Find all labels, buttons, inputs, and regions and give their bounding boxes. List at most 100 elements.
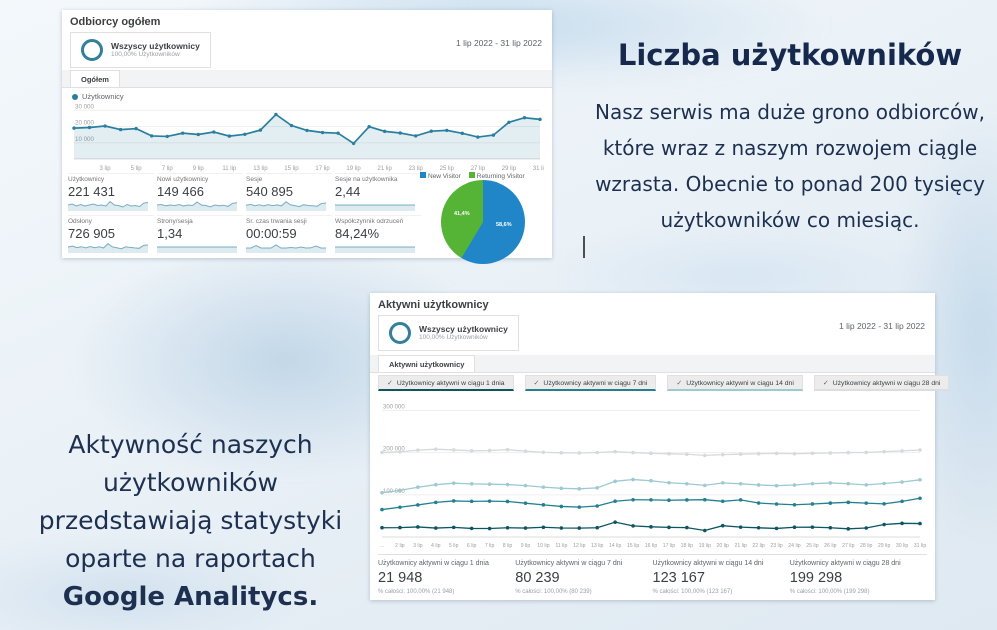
segment-ring-icon (389, 322, 411, 344)
svg-text:11 lip: 11 lip (222, 166, 237, 172)
segment-selector[interactable]: Wszyscy użytkownicy 100,00% Użytkowników (378, 315, 519, 351)
stat-card: Użytkownicy 221 431 (68, 173, 154, 215)
stat-card: Użytkownicy aktywni w ciągu 14 dni 123 1… (652, 560, 764, 595)
svg-text:20 000: 20 000 (75, 120, 94, 127)
sparkline (246, 201, 326, 211)
tab-aktywni-uzytkownicy[interactable]: Aktywni użytkownicy (378, 355, 476, 372)
svg-text:19 lip: 19 lip (346, 166, 361, 172)
activity-description-text: Aktywność naszych użytkowników przedstaw… (38, 430, 343, 612)
svg-text:300 000: 300 000 (383, 404, 405, 410)
svg-text:31 lip: 31 lip (533, 166, 544, 172)
date-range-picker[interactable]: 1 lip 2022 - 31 lip 2022 (838, 321, 925, 331)
audience-overview-panel: Odbiorcy ogółem Wszyscy użytkownicy 100,… (62, 10, 552, 264)
svg-text:10 lip: 10 lip (537, 543, 550, 549)
svg-text:11 lip: 11 lip (555, 543, 567, 549)
text-cursor-divider (583, 236, 585, 258)
svg-text:25 lip: 25 lip (440, 166, 455, 172)
svg-text:15 lip: 15 lip (284, 166, 299, 172)
svg-text:26 lip: 26 lip (824, 543, 837, 549)
svg-text:29 lip: 29 lip (502, 166, 517, 172)
checkbox-active-7-days[interactable]: ✓ Użytkownicy aktywni w ciągu 7 dni (524, 375, 657, 391)
svg-text:4 lip: 4 lip (431, 543, 441, 549)
checkbox-active-28-days[interactable]: ✓ Użytkownicy aktywni w ciągu 28 dni (813, 375, 950, 391)
svg-text:25 lip: 25 lip (806, 543, 819, 549)
stat-card: Użytkownicy aktywni w ciągu 28 dni 199 2… (789, 560, 901, 595)
svg-text:30 000: 30 000 (75, 103, 94, 110)
svg-text:19 lip: 19 lip (699, 543, 712, 549)
date-range-picker[interactable]: 1 lip 2022 - 31 lip 2022 (455, 38, 542, 48)
page-title: Liczba użytkowników (617, 38, 963, 72)
svg-text:21 lip: 21 lip (734, 543, 747, 549)
legend-swatch-new-visitor (420, 172, 426, 178)
svg-text:18 lip: 18 lip (681, 543, 694, 549)
segment-name: Wszyscy użytkownicy (419, 324, 508, 334)
tab-bar: Ogółem (62, 70, 552, 88)
stat-card: Sesje 540 895 (246, 173, 332, 215)
chart-legend: Użytkownicy (72, 92, 124, 101)
sparkline (68, 242, 148, 253)
pie-legend: New Visitor Returning Visitor (420, 172, 525, 180)
check-icon: ✓ (387, 380, 393, 387)
svg-text:100 000: 100 000 (383, 489, 405, 495)
svg-text:22 lip: 22 lip (752, 543, 765, 549)
svg-text:20 lip: 20 lip (717, 543, 730, 549)
active-users-panel: Aktywni użytkownicy Wszyscy użytkownicy … (370, 293, 950, 600)
sparkline (68, 200, 148, 211)
sparkline (335, 246, 415, 253)
pie-value-new-visitor: 58,6% (496, 222, 512, 228)
svg-text:28 lip: 28 lip (860, 543, 873, 549)
stat-card: Odsłony 726 905 (68, 215, 154, 257)
svg-text:5 lip: 5 lip (449, 543, 459, 549)
segment-detail: 100,00% Użytkowników (419, 334, 488, 341)
sparkline (335, 204, 415, 211)
svg-text:7 lip: 7 lip (162, 166, 174, 172)
active-users-line-chart: 100 000 200 000 300 000... 2 lip 3 lip 4 lip 5… (380, 404, 926, 549)
svg-text:...: ... (380, 543, 384, 549)
segment-selector[interactable]: Wszyscy użytkownicy 100,00% Użytkowników (70, 32, 211, 68)
svg-text:30 lip: 30 lip (896, 543, 909, 549)
tab-bar: Aktywni użytkownicy (370, 355, 935, 373)
active-stats-row: Użytkownicy aktywni w ciągu 1 dnia 21 94… (378, 554, 927, 595)
svg-text:13 lip: 13 lip (253, 166, 268, 172)
stat-card: Współczynnik odrzuceń 84,24% (335, 215, 421, 257)
stat-card: Nowi użytkownicy 149 466 (157, 173, 243, 215)
svg-text:8 lip: 8 lip (503, 543, 513, 549)
svg-text:12 lip: 12 lip (573, 543, 586, 549)
tab-ogolem[interactable]: Ogółem (70, 70, 120, 87)
stat-card: Użytkownicy aktywni w ciągu 7 dni 80 239… (515, 560, 623, 595)
svg-text:17 lip: 17 lip (315, 166, 330, 172)
svg-text:2 lip: 2 lip (395, 543, 405, 549)
svg-text:27 lip: 27 lip (842, 543, 855, 549)
svg-text:23 lip: 23 lip (770, 543, 783, 549)
sparkline (157, 201, 237, 211)
svg-text:9 lip: 9 lip (521, 543, 531, 549)
legend-label-returning-visitor: Returning Visitor (476, 173, 525, 180)
svg-text:21 lip: 21 lip (377, 166, 392, 172)
check-icon: ✓ (676, 380, 683, 387)
checkbox-active-14-days[interactable]: ✓ Użytkownicy aktywni w ciągu 14 dni (667, 375, 803, 391)
legend-label-new-visitor: New Visitor (428, 173, 461, 180)
svg-text:24 lip: 24 lip (788, 543, 801, 549)
metric-checkboxes: ✓ Użytkownicy aktywni w ciągu 1 dnia ✓ U… (378, 375, 950, 391)
legend-label: Użytkownicy (82, 92, 124, 101)
svg-text:3 lip: 3 lip (100, 166, 112, 172)
stat-card: Sesje na użytkownika 2,44 (335, 173, 421, 215)
pie-value-returning-visitor: 41,4% (454, 211, 470, 217)
users-line-chart: 10 000 20 000 30 000 3 lip 5 lip 7 lip 9 lip 11… (72, 103, 544, 172)
svg-text:29 lip: 29 lip (878, 543, 891, 549)
checkbox-active-1-day[interactable]: ✓ Użytkownicy aktywni w ciągu 1 dnia (378, 375, 514, 391)
svg-text:15 lip: 15 lip (627, 543, 640, 549)
svg-text:10 000: 10 000 (75, 136, 94, 143)
svg-text:14 lip: 14 lip (609, 543, 622, 549)
svg-text:27 lip: 27 lip (471, 166, 486, 172)
svg-text:9 lip: 9 lip (193, 166, 205, 172)
svg-text:7 lip: 7 lip (485, 543, 495, 549)
segment-name: Wszyscy użytkownicy (111, 41, 200, 51)
svg-text:17 lip: 17 lip (663, 543, 676, 549)
check-icon: ✓ (822, 380, 829, 387)
stat-card: Strony/sesja 1,34 (157, 215, 243, 257)
legend-dot-icon (72, 93, 78, 100)
svg-text:6 lip: 6 lip (467, 543, 477, 549)
overview-stats-grid: Użytkownicy 221 431 Nowi użytkownicy 149… (68, 173, 421, 257)
